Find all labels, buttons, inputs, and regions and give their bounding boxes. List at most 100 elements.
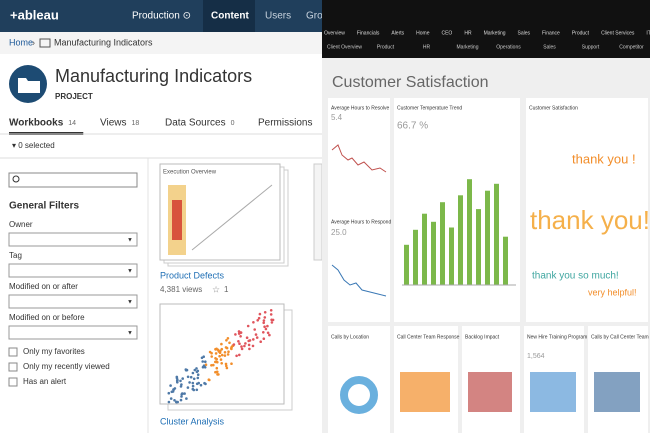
breadcrumb-link[interactable]: Home (9, 37, 33, 47)
filter-select[interactable] (8, 325, 138, 340)
thumb-dot (192, 377, 196, 381)
nav-item[interactable]: Content (211, 11, 249, 22)
thumb-dot (264, 327, 268, 331)
thumb-dot (240, 347, 244, 351)
dashboard-title: Customer Satisfaction (332, 74, 489, 91)
thumb-dot (201, 360, 204, 363)
thumb-dot (202, 355, 205, 359)
thumb-dot (226, 353, 230, 356)
thumb-dot (181, 377, 184, 380)
thumb-dot (216, 348, 220, 352)
thumb-dot (176, 381, 179, 384)
nav-item[interactable]: Users (265, 11, 291, 22)
thumb-dot (220, 353, 224, 357)
thumb-dot (180, 392, 184, 395)
dash-nav-item[interactable]: Financials (357, 30, 380, 36)
thumb-dot (214, 357, 217, 360)
thumb-dot (172, 388, 175, 391)
workbook-name[interactable]: Product Defects (160, 270, 225, 280)
thumb-dot (179, 398, 183, 402)
card (328, 98, 390, 322)
tab-label[interactable]: Views (100, 118, 127, 129)
chart-block (468, 372, 512, 412)
search-box[interactable] (8, 172, 138, 188)
bar (467, 179, 472, 285)
dash-nav-item[interactable]: Home (416, 30, 430, 36)
dash-subnav-item[interactable]: Product (377, 44, 395, 50)
checkbox[interactable] (8, 362, 18, 372)
dash-nav-item[interactable]: CEO (441, 30, 452, 36)
dash-subnav-item[interactable]: Client Overview (327, 44, 362, 50)
filter-label: Modified on or after (9, 282, 78, 291)
thumb-dot (243, 344, 246, 348)
tab-label[interactable]: Permissions (258, 118, 312, 129)
select-arrow: ▼ (127, 238, 133, 244)
dash-nav-item[interactable]: Overview (324, 30, 345, 36)
tab-label[interactable]: Workbooks (9, 118, 64, 129)
dash-subnav-item[interactable]: HR (423, 44, 431, 50)
select-arrow: ▼ (127, 300, 133, 306)
dash-nav-item[interactable]: Finance (542, 30, 560, 36)
thanks-text: very helpful! (588, 287, 637, 297)
thumb-dot (269, 313, 273, 316)
thumb-dot (223, 351, 227, 354)
thumb-dot (248, 347, 251, 351)
dash-nav-item[interactable]: Product (572, 30, 590, 36)
thumb-dot (245, 336, 249, 340)
filter-select[interactable] (8, 263, 138, 278)
checkbox[interactable] (8, 377, 18, 387)
thumb-dot (251, 344, 255, 348)
card (526, 98, 648, 322)
thumb-dot (196, 373, 200, 377)
dash-subnav-item[interactable]: Marketing (457, 44, 479, 50)
bar (431, 221, 436, 286)
nav-item[interactable]: Production ⊙ (132, 11, 191, 22)
tab-label[interactable]: Data Sources (165, 118, 226, 129)
dash-nav-item[interactable]: HR (464, 30, 472, 36)
card-value: 66.7 % (397, 121, 428, 132)
bar (449, 227, 454, 285)
dash-nav-item[interactable]: Alerts (391, 30, 404, 36)
filter-label: Owner (9, 220, 33, 229)
thumb-dot (258, 312, 262, 316)
star-count: 1 (224, 285, 229, 294)
thumb-dot (266, 331, 270, 335)
workbook-name[interactable]: Cluster Analysis (160, 416, 225, 426)
star-icon[interactable]: ☆ (212, 284, 220, 294)
thumb-dot (263, 311, 267, 314)
dash-nav-item[interactable]: Marketing (484, 30, 506, 36)
thumb-dot (193, 368, 197, 372)
breadcrumb-current: Manufacturing Indicators (54, 37, 153, 47)
thumb-dot (262, 331, 265, 334)
thumb-dot (212, 363, 215, 367)
dash-subnav-item[interactable]: Support (582, 44, 600, 50)
thumb-dot (195, 382, 199, 386)
card-title: New Hire Training Program (527, 334, 587, 340)
dash-subnav-item[interactable]: Operations (496, 44, 521, 50)
thumb-dot (220, 342, 223, 346)
thumb-dot (180, 383, 183, 386)
card-value: 5.4 (331, 113, 343, 122)
folder-icon (39, 38, 51, 48)
search-icon (12, 175, 20, 183)
filter-select[interactable] (8, 294, 138, 309)
filter-select[interactable] (8, 232, 138, 247)
thumb-title: Execution Overview (163, 170, 217, 176)
dash-subnav-item[interactable]: Sales (543, 44, 556, 50)
thumb-dot (237, 340, 240, 343)
breadcrumb-bar (0, 32, 322, 54)
dash-nav-item[interactable]: Client Services (601, 30, 635, 36)
thumb-dot (227, 350, 230, 354)
dash-nav-item[interactable]: Sales (518, 30, 531, 36)
thumb-dot (247, 339, 250, 343)
nav-item[interactable]: Grou (306, 11, 328, 22)
thumb-dot (224, 362, 228, 366)
chart-block (594, 372, 640, 412)
dash-subnav-item[interactable]: Competitor (619, 44, 644, 50)
card-value: 25.0 (331, 228, 347, 237)
logo[interactable]: +ableau (10, 7, 59, 22)
dash-nav-item[interactable]: IT (646, 30, 650, 36)
thumb-dot (266, 324, 269, 328)
selection-count[interactable]: ▾ 0 selected (12, 141, 55, 150)
checkbox[interactable] (8, 347, 18, 357)
